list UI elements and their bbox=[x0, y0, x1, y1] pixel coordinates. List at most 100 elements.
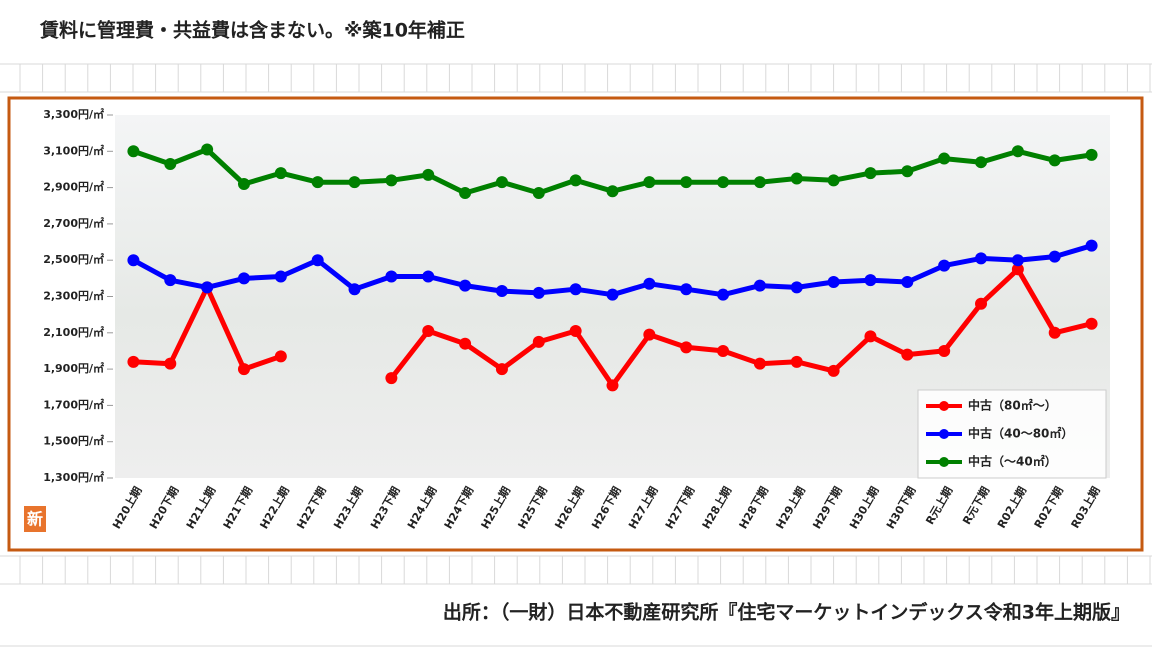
data-point bbox=[422, 270, 435, 283]
data-point bbox=[1048, 326, 1061, 339]
data-point bbox=[569, 283, 582, 296]
data-point bbox=[532, 286, 545, 299]
data-point bbox=[864, 167, 877, 180]
data-point bbox=[532, 335, 545, 348]
legend-swatch-marker bbox=[939, 401, 949, 411]
data-point bbox=[495, 176, 508, 189]
data-point bbox=[348, 176, 361, 189]
data-point bbox=[827, 275, 840, 288]
data-point bbox=[1085, 239, 1098, 252]
data-point bbox=[975, 297, 988, 310]
data-point bbox=[717, 344, 730, 357]
y-tick-label: 1,500円/㎡ bbox=[43, 434, 104, 448]
data-point bbox=[1048, 250, 1061, 263]
data-point bbox=[938, 152, 951, 165]
data-point bbox=[422, 324, 435, 337]
data-point bbox=[311, 254, 324, 267]
data-point bbox=[348, 283, 361, 296]
badge: 新 bbox=[27, 510, 43, 529]
data-point bbox=[385, 174, 398, 187]
data-point bbox=[385, 372, 398, 385]
data-point bbox=[827, 364, 840, 377]
data-point bbox=[975, 156, 988, 169]
heading: 賃料に管理費・共益費は含まない。※築10年補正 bbox=[39, 19, 465, 42]
data-point bbox=[164, 357, 177, 370]
data-point bbox=[1011, 145, 1024, 158]
data-point bbox=[1048, 154, 1061, 167]
data-point bbox=[901, 348, 914, 361]
data-point bbox=[606, 185, 619, 198]
y-tick-label: 2,300円/㎡ bbox=[43, 289, 104, 303]
data-point bbox=[459, 187, 472, 200]
data-point bbox=[459, 279, 472, 292]
data-point bbox=[790, 172, 803, 185]
data-point bbox=[753, 357, 766, 370]
badge-box bbox=[24, 506, 46, 532]
data-point bbox=[237, 363, 250, 376]
y-tick-label: 1,700円/㎡ bbox=[43, 397, 104, 411]
data-point bbox=[274, 350, 287, 363]
data-point bbox=[201, 281, 214, 294]
data-point bbox=[495, 285, 508, 298]
data-point bbox=[1011, 254, 1024, 267]
data-point bbox=[606, 379, 619, 392]
data-point bbox=[827, 174, 840, 187]
data-point bbox=[164, 274, 177, 287]
legend-label: 中古（40～80㎡） bbox=[968, 426, 1073, 441]
data-point bbox=[127, 254, 140, 267]
data-point bbox=[790, 281, 803, 294]
data-point bbox=[237, 272, 250, 285]
data-point bbox=[606, 288, 619, 301]
data-point bbox=[864, 330, 877, 343]
data-point bbox=[643, 176, 656, 189]
data-point bbox=[643, 277, 656, 290]
data-point bbox=[717, 176, 730, 189]
data-point bbox=[753, 279, 766, 292]
y-tick-label: 3,100円/㎡ bbox=[43, 143, 104, 157]
y-tick-label: 1,300円/㎡ bbox=[43, 470, 104, 484]
data-point bbox=[1011, 263, 1024, 276]
y-tick-label: 3,300円/㎡ bbox=[43, 107, 104, 121]
y-tick-label: 2,900円/㎡ bbox=[43, 180, 104, 194]
data-point bbox=[790, 355, 803, 368]
data-point bbox=[753, 176, 766, 189]
data-point bbox=[901, 275, 914, 288]
y-tick-label: 2,700円/㎡ bbox=[43, 216, 104, 230]
legend-swatch-marker bbox=[939, 429, 949, 439]
data-point bbox=[274, 167, 287, 180]
data-point bbox=[975, 252, 988, 265]
data-point bbox=[569, 174, 582, 187]
data-point bbox=[127, 355, 140, 368]
data-point bbox=[643, 328, 656, 341]
y-tick-label: 1,900円/㎡ bbox=[43, 361, 104, 375]
data-point bbox=[938, 259, 951, 272]
data-point bbox=[459, 337, 472, 350]
data-point bbox=[201, 143, 214, 156]
data-point bbox=[1085, 148, 1098, 161]
data-point bbox=[495, 363, 508, 376]
data-point bbox=[385, 270, 398, 283]
data-point bbox=[274, 270, 287, 283]
data-point bbox=[717, 288, 730, 301]
sheet-grid bbox=[0, 63, 1152, 647]
legend-label: 中古（～40㎡） bbox=[968, 454, 1057, 469]
data-point bbox=[680, 341, 693, 354]
data-point bbox=[1085, 317, 1098, 330]
data-point bbox=[938, 344, 951, 357]
data-point bbox=[569, 324, 582, 337]
data-point bbox=[164, 158, 177, 171]
legend-swatch-marker bbox=[939, 457, 949, 467]
data-point bbox=[864, 274, 877, 287]
y-tick-label: 2,100円/㎡ bbox=[43, 325, 104, 339]
data-point bbox=[901, 165, 914, 178]
data-point bbox=[237, 177, 250, 190]
data-point bbox=[680, 176, 693, 189]
data-point bbox=[422, 168, 435, 181]
legend-label: 中古（80㎡～） bbox=[968, 398, 1057, 413]
source: 出所：（一財）日本不動産研究所『住宅マーケットインデックス令和3年上期版』 bbox=[443, 601, 1130, 624]
data-point bbox=[311, 176, 324, 189]
data-point bbox=[680, 283, 693, 296]
data-point bbox=[127, 145, 140, 158]
y-tick-label: 2,500円/㎡ bbox=[43, 252, 104, 266]
